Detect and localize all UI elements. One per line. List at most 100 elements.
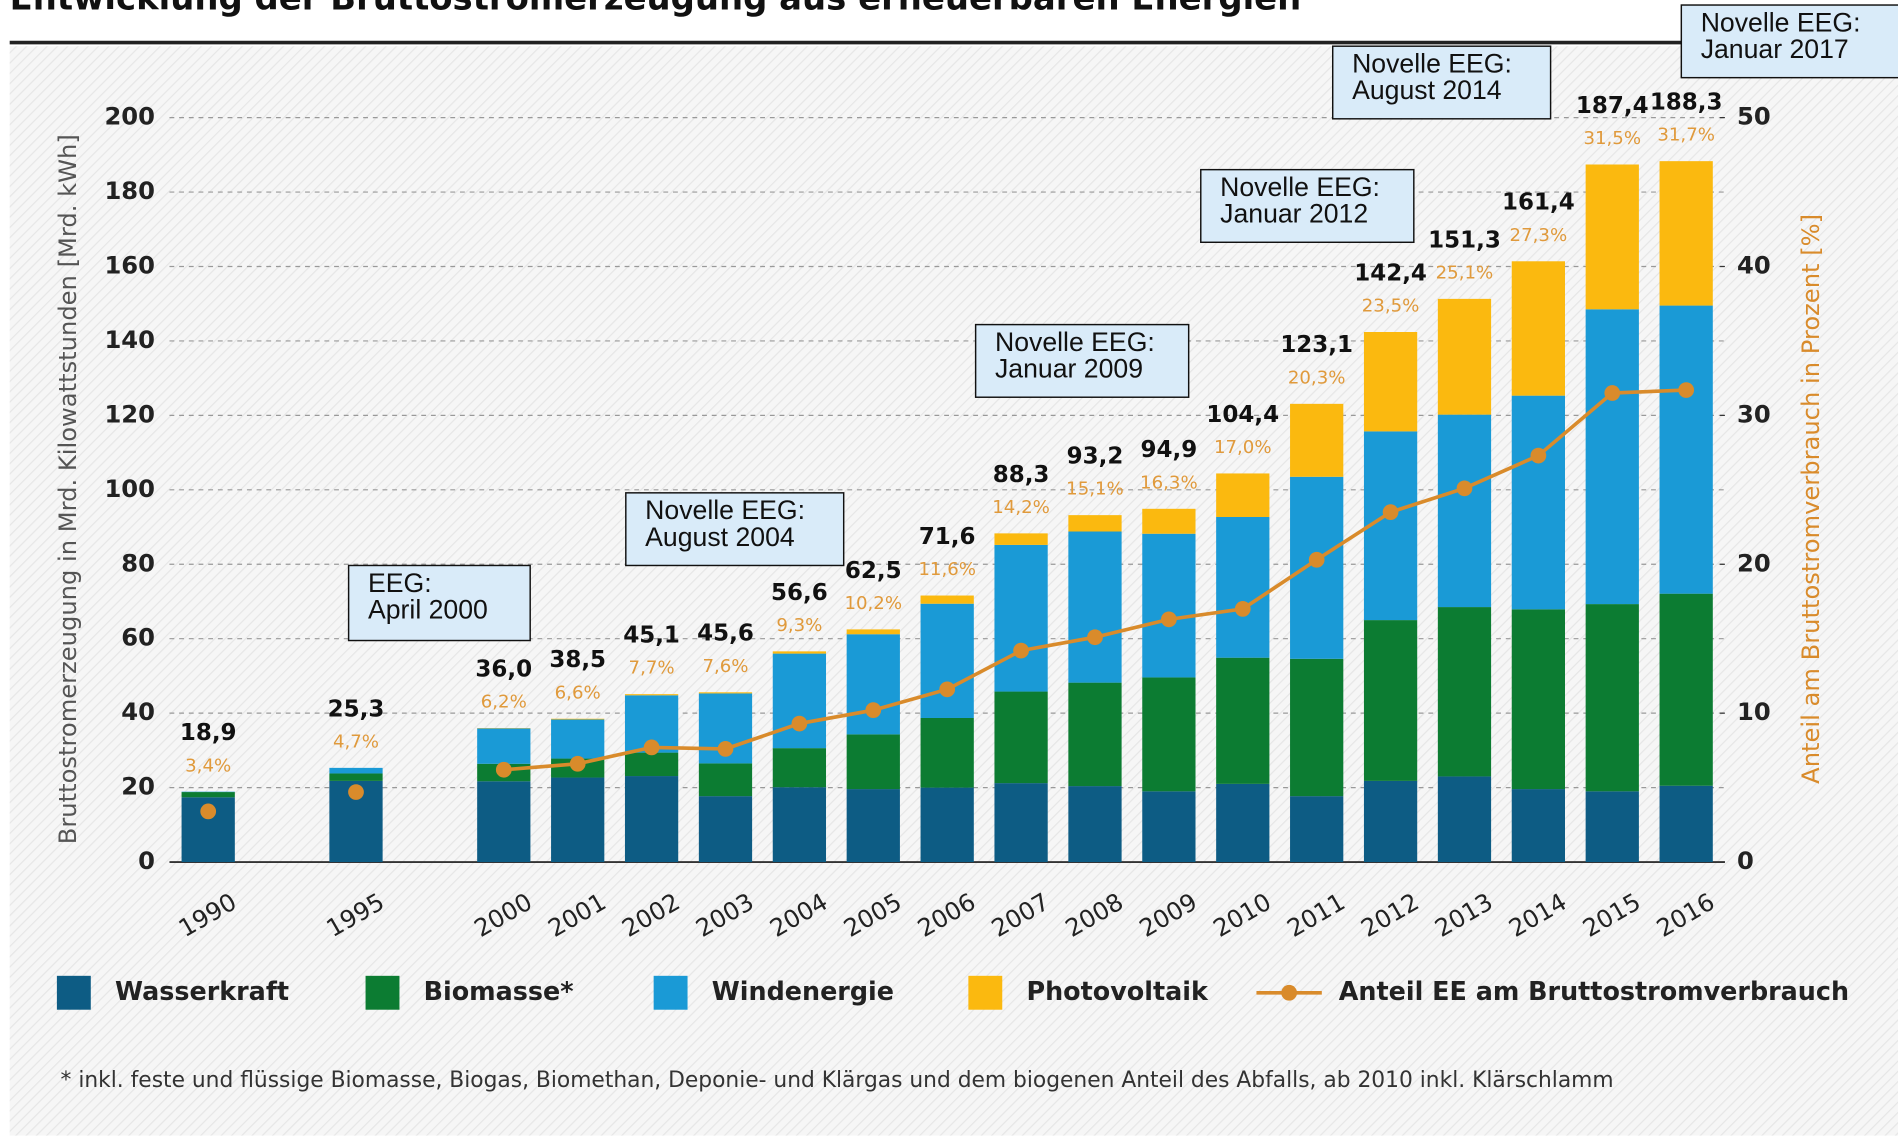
bar-segment — [1437, 607, 1492, 777]
y-tick-label: 140 — [104, 326, 155, 354]
annotation-text: Novelle EEG: — [1220, 172, 1380, 202]
background — [9, 46, 1898, 1136]
bar-segment — [1437, 776, 1492, 863]
legend-swatch — [56, 975, 91, 1010]
percent-label: 7,7% — [629, 658, 675, 679]
y-tick-label: 180 — [104, 177, 155, 205]
annotation-box — [1680, 4, 1898, 79]
y2-tick-label: 0 — [1737, 847, 1754, 875]
y-tick-label: 40 — [121, 698, 155, 726]
line-point — [200, 803, 217, 820]
bar-segment — [1659, 161, 1713, 306]
bar-segment — [846, 789, 900, 863]
line-point — [569, 755, 586, 772]
bar-segment — [477, 781, 531, 863]
bar-segment — [994, 544, 1048, 692]
line-point — [1456, 480, 1473, 497]
bar-segment — [624, 694, 679, 696]
bar-segment — [1068, 515, 1122, 532]
percent-label: 20,3% — [1288, 367, 1346, 388]
annotation-text: Novelle EEG: — [1352, 49, 1512, 79]
legend-label: Biomasse* — [424, 976, 574, 1006]
line-point — [1604, 385, 1621, 401]
y-tick-label: 120 — [104, 400, 155, 428]
bar-segment — [477, 728, 531, 764]
bar-segment — [1068, 531, 1122, 683]
total-label: 18,9 — [180, 720, 237, 746]
y-axis-title: Bruttostromerzeugung in Mrd. Kilowattstu… — [54, 134, 82, 844]
line-point — [1530, 447, 1547, 464]
legend-label: Windenergie — [712, 976, 894, 1006]
total-label: 188,3 — [1650, 90, 1723, 116]
legend-label: Photovoltaik — [1026, 976, 1208, 1006]
bar-segment — [846, 634, 900, 735]
annotation-text: Novelle EEG: — [645, 495, 805, 525]
annotation-box — [347, 564, 531, 642]
percent-label: 9,3% — [776, 615, 822, 636]
bar-segment — [1216, 516, 1270, 658]
percent-label: 31,7% — [1657, 125, 1715, 146]
line-point — [939, 681, 956, 698]
percent-label: 14,2% — [992, 497, 1050, 518]
y2-axis-title: Anteil am Bruttostromverbrauch in Prozen… — [1797, 214, 1825, 784]
total-label: 187,4 — [1576, 93, 1649, 119]
y2-tick-label: 30 — [1737, 400, 1771, 428]
bar-segment — [698, 692, 753, 694]
legend-swatch — [365, 975, 400, 1010]
bar-segment — [1585, 604, 1639, 792]
percent-label: 15,1% — [1066, 479, 1124, 500]
bar-segment — [181, 792, 235, 798]
bar-segment — [920, 595, 974, 604]
bar-segment — [1142, 508, 1196, 534]
bar-segment — [846, 734, 900, 790]
bar-segment — [1068, 682, 1122, 787]
bar-segment — [994, 783, 1048, 863]
line-point — [1382, 504, 1399, 521]
percent-label: 6,2% — [481, 692, 527, 713]
bar-segment — [1363, 332, 1418, 432]
bar-segment — [1363, 620, 1418, 781]
line-point — [717, 741, 734, 757]
bar-segment — [1290, 658, 1344, 797]
legend-swatch — [653, 975, 688, 1010]
percent-label: 31,5% — [1583, 128, 1641, 149]
total-label: 88,3 — [993, 462, 1050, 488]
y-tick-label: 60 — [121, 624, 155, 652]
total-label: 123,1 — [1280, 332, 1353, 358]
total-label: 45,1 — [623, 623, 680, 649]
y2-tick-label: 20 — [1737, 549, 1771, 577]
annotation-text: August 2014 — [1352, 75, 1502, 105]
line-point — [495, 761, 512, 778]
total-label: 161,4 — [1502, 190, 1575, 216]
legend-swatch — [1281, 984, 1298, 1001]
bar-segment — [1290, 476, 1344, 659]
total-label: 45,6 — [697, 621, 754, 647]
bar-segment — [920, 603, 974, 718]
percent-label: 23,5% — [1362, 296, 1420, 317]
line-point — [865, 702, 882, 719]
bar-segment — [1511, 395, 1566, 610]
total-label: 104,4 — [1206, 402, 1279, 428]
chart-title: Entwicklung der Bruttostromerzeugung aus… — [10, 0, 1302, 18]
percent-label: 11,6% — [918, 559, 976, 580]
line-point — [1308, 551, 1325, 568]
bar-segment — [551, 777, 605, 863]
bar-segment — [1216, 657, 1270, 784]
percent-label: 7,6% — [702, 656, 748, 677]
total-label: 151,3 — [1428, 227, 1501, 253]
y-tick-label: 160 — [104, 251, 155, 279]
total-label: 93,2 — [1067, 444, 1124, 470]
bar-segment — [772, 653, 827, 749]
y2-tick-label: 10 — [1737, 698, 1771, 726]
bar-segment — [1659, 305, 1713, 594]
bar-segment — [920, 717, 974, 788]
bar-segment — [1363, 780, 1418, 863]
bar-segment — [1511, 261, 1566, 396]
bar-segment — [329, 767, 383, 774]
total-label: 38,5 — [549, 647, 606, 673]
bar-segment — [1511, 789, 1566, 863]
percent-label: 16,3% — [1140, 472, 1198, 493]
bar-segment — [994, 533, 1048, 545]
percent-label: 3,4% — [185, 755, 231, 776]
